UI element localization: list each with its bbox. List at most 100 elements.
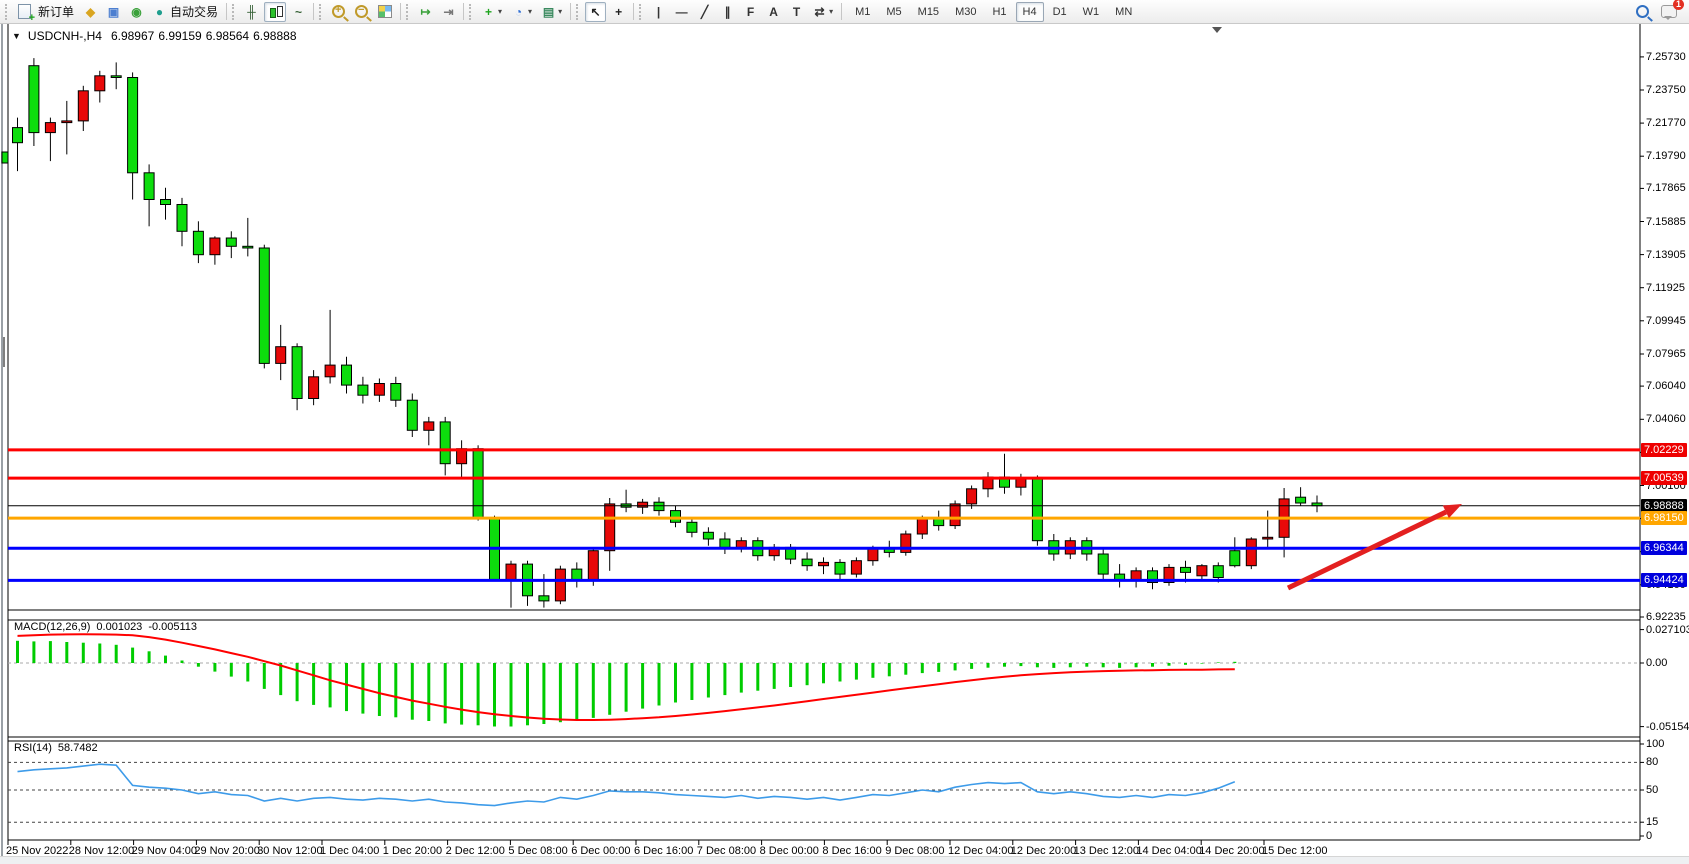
vertical-line-button[interactable]: | xyxy=(648,2,669,22)
auto-trading-icon: ● xyxy=(155,4,164,19)
bull-candle xyxy=(818,561,829,567)
bar-chart-button[interactable]: ╫ xyxy=(241,2,262,22)
text-label-button[interactable]: T xyxy=(786,2,807,22)
rsi-line xyxy=(17,763,1236,807)
text-button[interactable]: A xyxy=(763,2,784,22)
bull-candle xyxy=(77,90,89,122)
bull-candle xyxy=(916,518,928,535)
arrows-button[interactable]: ⇄ ▾ xyxy=(809,2,837,22)
timeframe-m5[interactable]: M5 xyxy=(886,5,902,18)
toolbar-separator xyxy=(841,3,843,20)
timeframe-m1[interactable]: M1 xyxy=(855,5,871,18)
bear-candle xyxy=(176,204,188,232)
new-order-button-label: 新订单 xyxy=(38,5,75,19)
timeframe-h4[interactable]: H4 xyxy=(1015,1,1044,22)
trend-arrow-head[interactable] xyxy=(1442,504,1462,519)
bull-candle xyxy=(94,75,106,92)
macd-pane-splitter[interactable] xyxy=(0,608,1640,620)
bear-candle xyxy=(1229,550,1241,567)
bottom-band xyxy=(0,856,1689,864)
symbol-period-label: USDCNH-,H4 xyxy=(27,29,102,43)
dropdown-caret-icon[interactable]: ▾ xyxy=(528,7,533,16)
signals-button[interactable]: ◉ xyxy=(126,2,147,22)
macd-signal-value: -0.005113 xyxy=(148,621,198,633)
ohlc-high: 6.99159 xyxy=(158,29,202,43)
search-icon[interactable] xyxy=(1636,5,1649,18)
chart-window-button[interactable]: ▣ xyxy=(103,2,124,22)
fibonacci-button[interactable]: F xyxy=(740,2,761,22)
auto-scroll-button[interactable]: ↦ xyxy=(415,2,436,22)
templates-icon: ▤ xyxy=(542,4,555,19)
toolbar-grip xyxy=(469,3,473,20)
dropdown-caret-icon[interactable]: ▾ xyxy=(558,7,563,16)
ohlc-low: 6.98564 xyxy=(205,29,250,43)
bear-candle xyxy=(406,399,418,431)
auto-trading-button[interactable]: ● 自动交易 xyxy=(149,2,222,22)
bear-candle xyxy=(834,561,846,575)
macd-value: 0.001023 xyxy=(96,621,143,633)
trendline-button[interactable]: ╱ xyxy=(694,2,715,22)
bull-candle xyxy=(275,346,287,364)
bull-candle xyxy=(423,421,435,431)
bull-candle xyxy=(900,533,912,553)
price-axis[interactable] xyxy=(1641,24,1689,840)
timeframe-h1[interactable]: H1 xyxy=(992,5,1007,18)
timeframe-w1[interactable]: W1 xyxy=(1082,5,1100,18)
time-axis[interactable] xyxy=(0,841,1640,855)
timeframe-m15[interactable]: M15 xyxy=(917,5,940,18)
timeframe-m30[interactable]: M30 xyxy=(955,5,977,18)
toolbar-separator xyxy=(400,3,402,20)
zoom-in-icon xyxy=(332,4,346,18)
channel-icon: ∥ xyxy=(724,4,731,19)
bull-candle xyxy=(1163,566,1175,584)
market-watch-button[interactable]: ◆ xyxy=(80,2,101,22)
chevron-down-icon[interactable]: ▼ xyxy=(12,31,21,41)
candlestick-chart-button[interactable] xyxy=(264,1,287,22)
crosshair-button[interactable]: + xyxy=(608,2,629,22)
bull-candle xyxy=(1245,538,1257,567)
auto-scroll-icon: ↦ xyxy=(420,4,431,19)
line-chart-icon: ~ xyxy=(295,4,303,19)
bear-candle xyxy=(686,521,698,533)
indicators-button[interactable]: + ▾ xyxy=(478,2,506,22)
timeframe-d1[interactable]: D1 xyxy=(1052,5,1067,18)
bear-candle xyxy=(1295,496,1307,504)
toolbar-grip xyxy=(576,3,580,20)
zoom-in-button[interactable] xyxy=(328,2,349,22)
dropdown-caret-icon[interactable]: ▾ xyxy=(829,7,834,16)
toolbar-grip xyxy=(406,3,410,20)
text-label-icon: T xyxy=(792,4,801,19)
rsi-pane-splitter[interactable] xyxy=(0,735,1640,743)
dropdown-caret-icon[interactable]: ▾ xyxy=(498,7,503,16)
bear-candle xyxy=(258,247,270,364)
bull-candle xyxy=(966,488,978,505)
bar-chart-icon: ╫ xyxy=(247,4,256,19)
horizontal-line-button[interactable]: — xyxy=(671,2,692,22)
periods-button[interactable]: ◔ ▾ xyxy=(508,2,536,22)
cursor-icon: ↖ xyxy=(590,4,601,19)
chart-shift-button[interactable]: ⇥ xyxy=(438,2,459,22)
channel-button[interactable]: ∥ xyxy=(717,2,738,22)
auto-trading-button-label: 自动交易 xyxy=(170,5,219,19)
chat-icon[interactable]: 1 xyxy=(1661,0,1684,20)
tile-windows-icon xyxy=(378,5,393,18)
tile-windows-button[interactable] xyxy=(374,2,396,22)
line-chart-button[interactable]: ~ xyxy=(288,2,309,22)
chart-shift-marker[interactable] xyxy=(1212,27,1222,33)
toolbar-separator xyxy=(633,3,635,20)
bear-candle xyxy=(28,65,40,134)
toolbar-separator xyxy=(313,3,315,20)
bear-candle xyxy=(225,237,237,247)
trend-arrow-line[interactable] xyxy=(1286,509,1448,591)
zoom-out-button[interactable] xyxy=(351,2,372,22)
templates-button[interactable]: ▤ ▾ xyxy=(538,2,566,22)
new-order-button[interactable]: 新订单 xyxy=(14,2,78,24)
cursor-button[interactable]: ↖ xyxy=(585,1,607,22)
macd-name: MACD(12,26,9) xyxy=(14,621,91,633)
timeframe-mn[interactable]: MN xyxy=(1115,5,1133,18)
bear-candle xyxy=(702,531,714,540)
new-order-icon xyxy=(18,4,35,24)
